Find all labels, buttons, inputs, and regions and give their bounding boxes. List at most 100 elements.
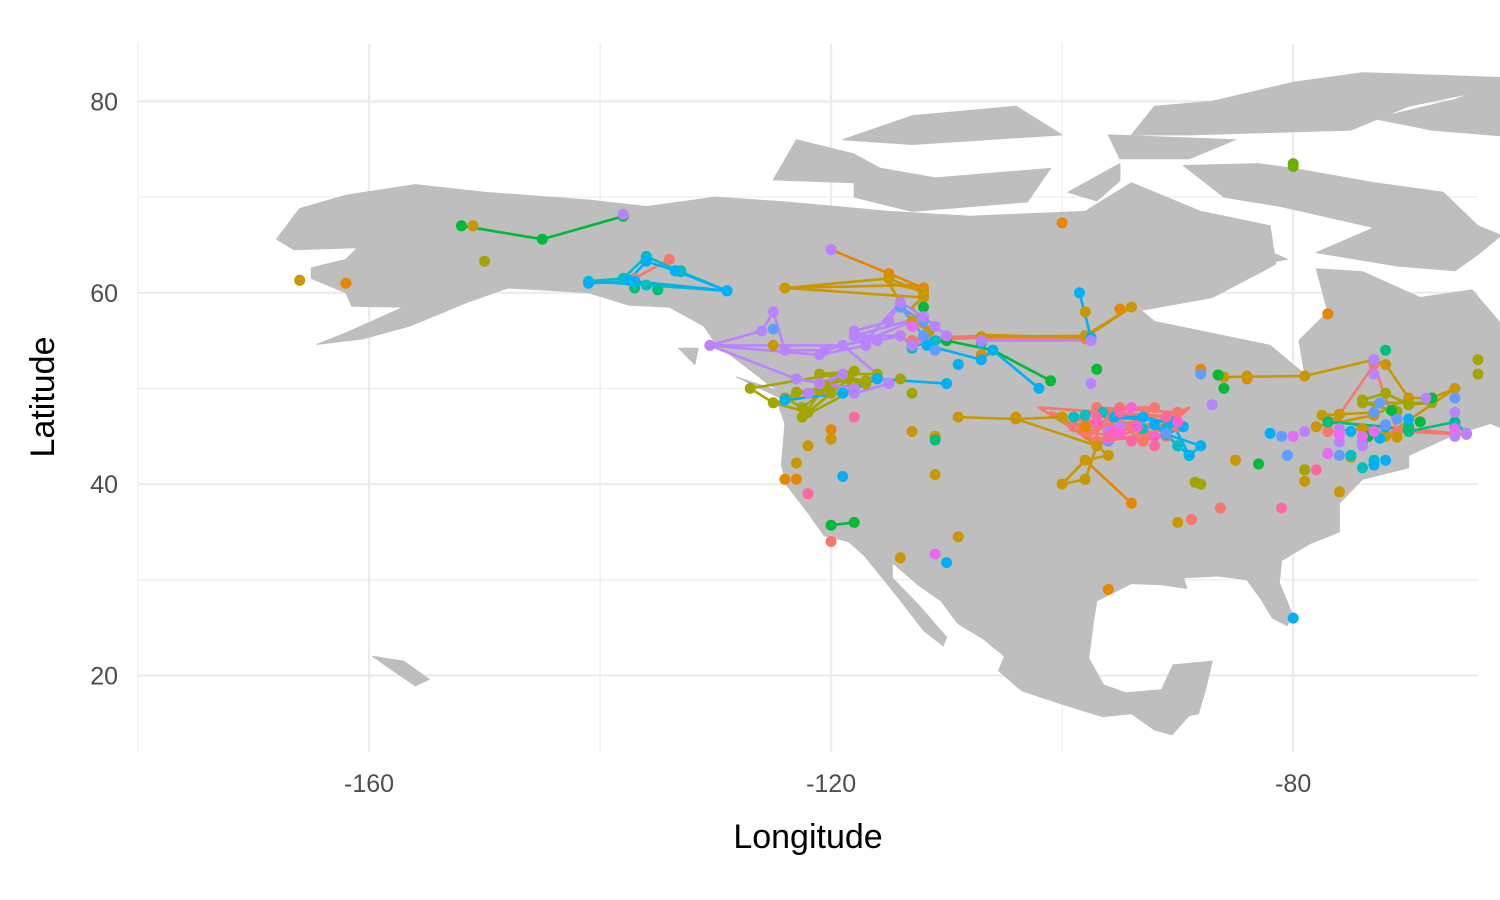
location-point <box>1253 458 1264 470</box>
land-polygon <box>678 347 699 365</box>
location-point <box>796 411 808 423</box>
location-point <box>1322 426 1334 437</box>
location-point <box>1322 416 1334 428</box>
land-polygon <box>1107 134 1236 160</box>
location-point <box>779 394 791 406</box>
y-tick-label: 80 <box>90 88 118 116</box>
location-point <box>1195 440 1207 452</box>
location-point <box>894 373 906 385</box>
location-point <box>825 424 837 436</box>
land-polygon <box>1211 244 1288 270</box>
location-point <box>1299 464 1311 476</box>
location-point <box>1172 440 1184 452</box>
location-point <box>1357 430 1368 442</box>
location-point <box>1149 440 1161 452</box>
location-point <box>1218 382 1230 394</box>
track-line <box>633 257 671 280</box>
north-america-basemap <box>276 72 1500 736</box>
location-point <box>1149 402 1161 414</box>
location-point <box>1368 368 1380 380</box>
location-point <box>1091 363 1103 375</box>
location-point <box>894 552 906 564</box>
location-point <box>790 457 802 469</box>
location-point <box>1079 306 1091 318</box>
track-line <box>925 344 1041 390</box>
location-point <box>1391 431 1403 443</box>
location-point <box>1357 423 1368 435</box>
location-point <box>825 244 837 256</box>
location-point <box>1299 426 1311 437</box>
location-point <box>814 368 826 380</box>
y-axis-tick-labels: 20 40 60 80 <box>90 88 118 690</box>
x-axis-tick-labels: -160 -120 -80 <box>344 770 1311 798</box>
location-point <box>1287 430 1299 442</box>
location-point <box>1333 408 1345 420</box>
location-point <box>1357 462 1368 474</box>
location-point <box>1380 344 1392 356</box>
location-point <box>814 349 826 361</box>
location-point <box>1160 427 1172 439</box>
location-point <box>1345 426 1357 437</box>
location-point <box>848 330 860 342</box>
location-point <box>1068 421 1080 433</box>
location-point <box>906 339 918 351</box>
location-point <box>1449 423 1461 435</box>
land-polygon <box>1067 163 1121 202</box>
location-point <box>1391 413 1403 425</box>
track-line <box>783 377 948 402</box>
location-point <box>1074 287 1085 299</box>
location-point <box>860 339 872 351</box>
location-point <box>929 344 941 356</box>
location-point <box>1460 427 1472 439</box>
location-point <box>1357 440 1368 452</box>
x-axis-title: Longitude <box>733 818 882 856</box>
location-point <box>1125 435 1137 447</box>
location-point <box>744 382 756 394</box>
location-point <box>825 536 837 547</box>
location-point <box>906 426 918 437</box>
location-point <box>669 265 681 277</box>
location-point <box>1472 354 1484 366</box>
location-point <box>294 274 306 286</box>
location-point <box>1186 514 1197 525</box>
location-point <box>1091 440 1103 452</box>
location-point <box>1368 406 1380 418</box>
location-point <box>1079 454 1091 466</box>
location-point <box>536 233 548 245</box>
location-point <box>796 402 808 414</box>
land-polygon <box>842 105 1063 145</box>
location-point <box>1449 392 1461 404</box>
location-point <box>1414 416 1426 428</box>
location-point <box>1287 612 1299 624</box>
location-point <box>1079 409 1091 421</box>
location-point <box>779 282 791 294</box>
location-point <box>1322 448 1334 459</box>
location-point <box>1149 430 1161 442</box>
x-tick-label: -80 <box>1275 770 1311 798</box>
y-tick-label: 60 <box>90 280 118 308</box>
location-point <box>1091 411 1103 423</box>
location-point <box>1056 478 1068 490</box>
location-point <box>1368 354 1380 366</box>
location-point <box>1114 427 1126 439</box>
location-point <box>1172 406 1184 418</box>
location-point <box>1299 370 1311 382</box>
location-point <box>906 320 918 332</box>
land-polygon <box>1477 417 1500 429</box>
y-tick-label: 40 <box>90 471 118 499</box>
land-polygon <box>1373 82 1500 137</box>
location-point <box>975 354 987 366</box>
location-point <box>871 373 883 385</box>
location-point <box>1322 308 1334 320</box>
location-point <box>1449 406 1461 418</box>
location-point <box>848 411 860 423</box>
location-point <box>1189 476 1201 488</box>
location-point <box>941 557 953 569</box>
location-point <box>837 339 849 351</box>
location-point <box>1102 583 1114 595</box>
location-point <box>721 285 733 297</box>
location-point <box>467 220 479 232</box>
location-point <box>952 411 964 423</box>
location-point <box>1276 502 1288 514</box>
